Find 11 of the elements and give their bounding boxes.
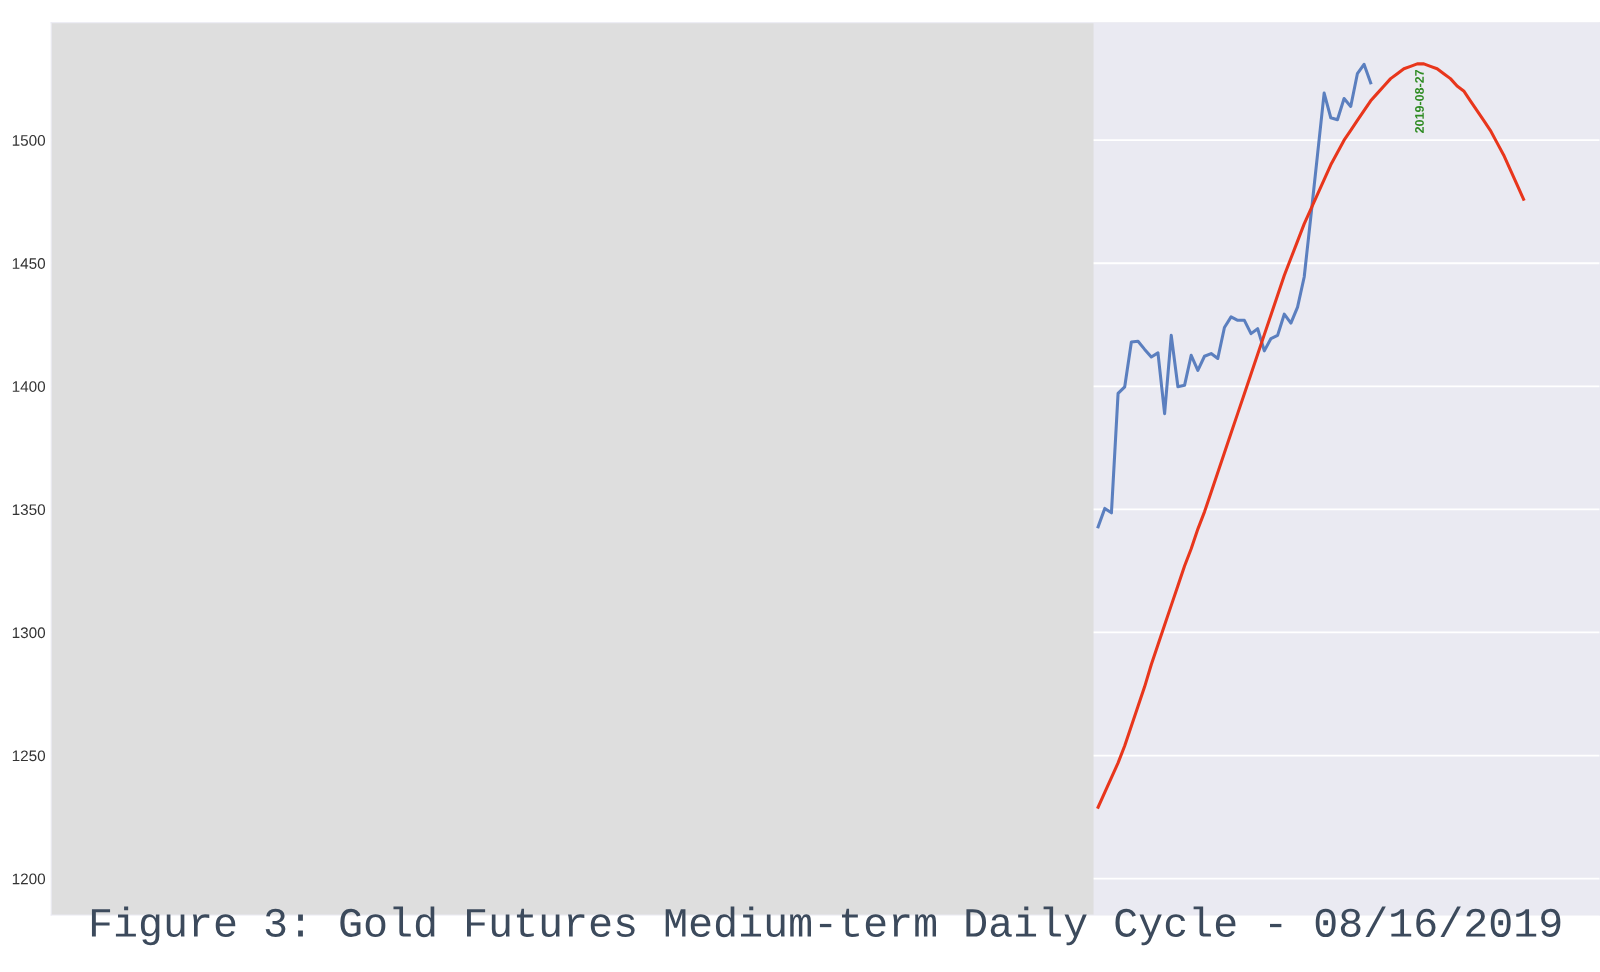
y-tick-label: 1400 xyxy=(12,381,46,392)
y-tick-label: 1300 xyxy=(12,627,46,639)
y-tick-label: 1250 xyxy=(12,750,46,762)
text: Figure 3: Gold Futures Medium-term Daily Cycle - 08/16/2019 xyxy=(91,906,1561,946)
line-series xyxy=(1096,62,1373,529)
y-tick-label: 1350 xyxy=(12,504,46,516)
y-tick-label: 1450 xyxy=(12,258,46,269)
annotation: 2019-08-27 xyxy=(1415,69,1424,133)
y-tick-label: 1200 xyxy=(12,873,46,885)
line-series xyxy=(1096,62,1526,809)
y-tick-label: 1500 xyxy=(12,135,46,146)
